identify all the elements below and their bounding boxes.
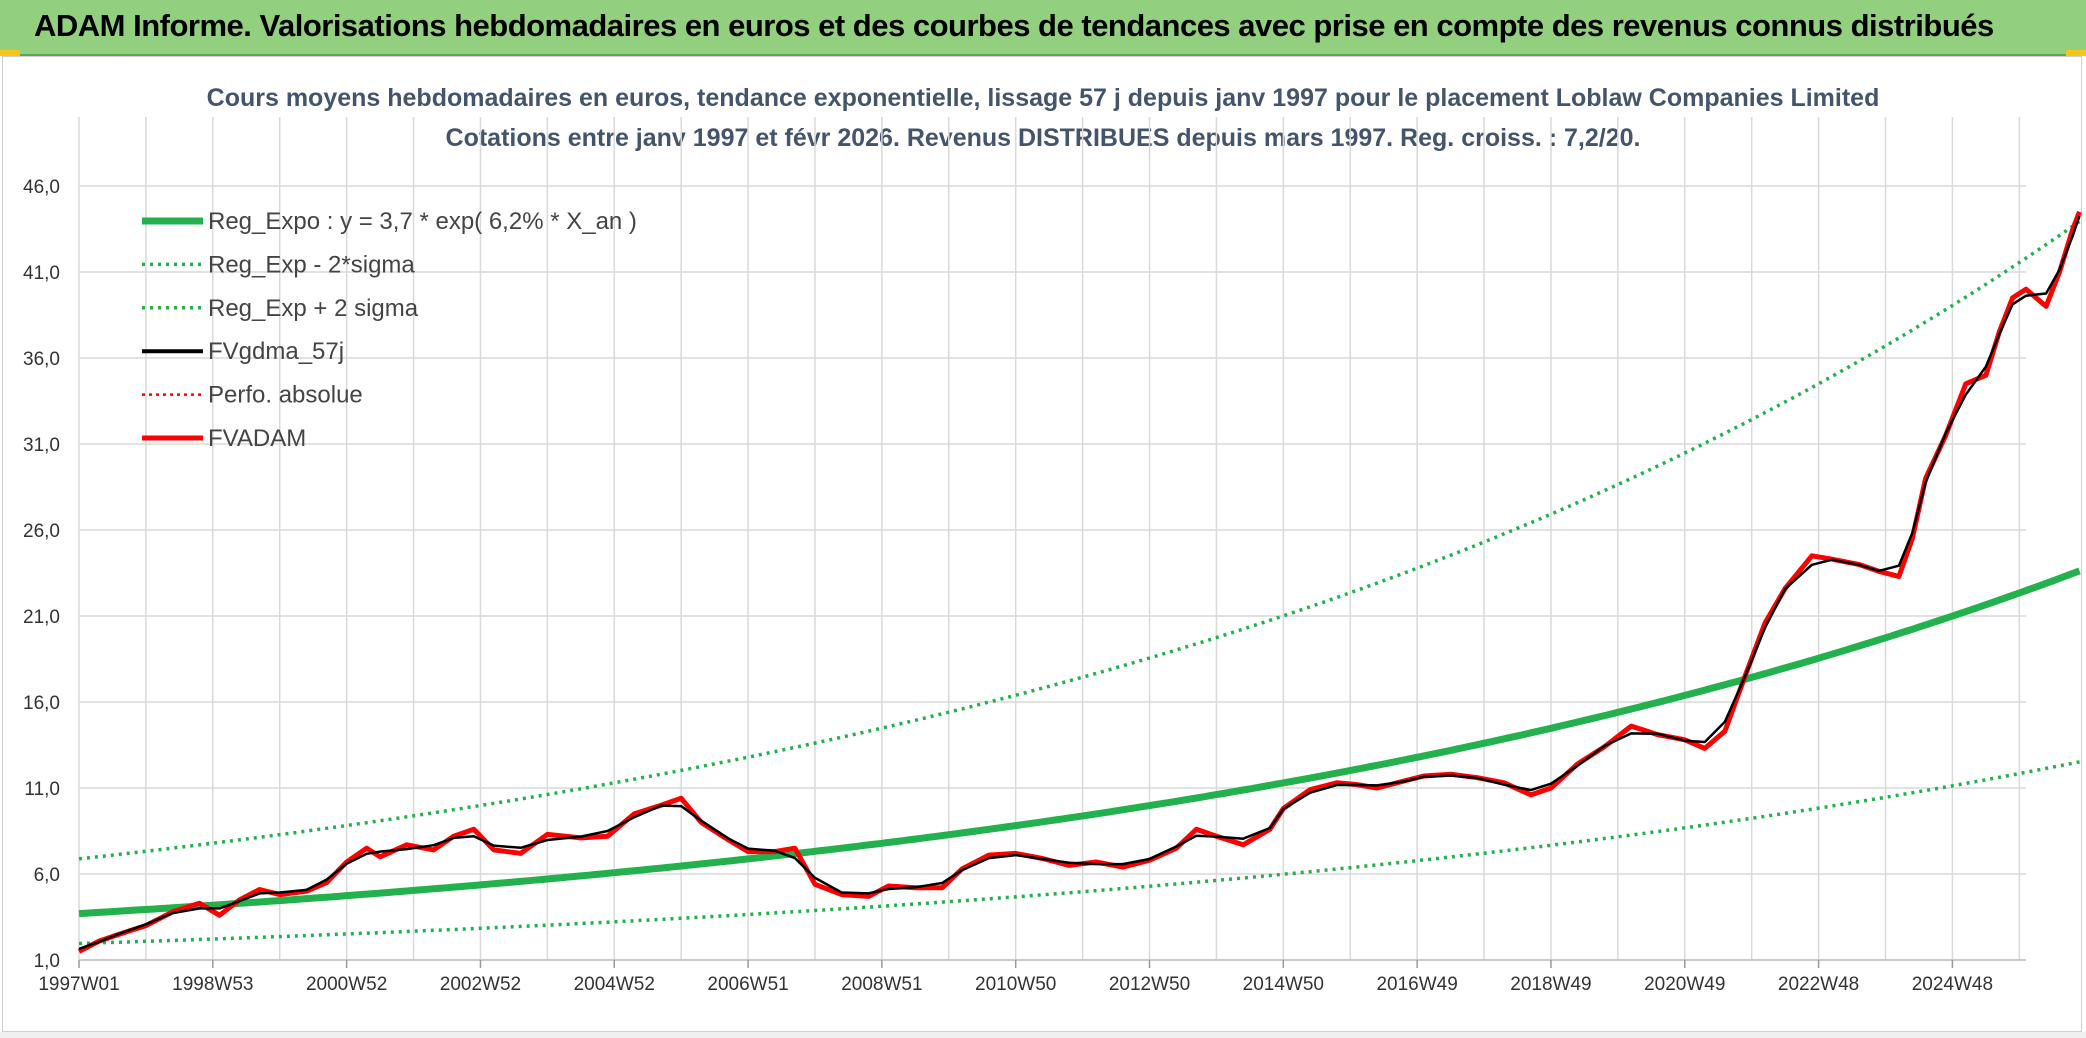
x-tick-label: 2012W50: [1109, 974, 1190, 995]
x-tick-label: 2018W49: [1510, 974, 1591, 995]
x-tick-label: 2006W51: [707, 974, 788, 995]
header-corner-right: [2066, 50, 2086, 56]
y-tick-label: 16,0: [23, 693, 60, 714]
y-tick-label: 21,0: [23, 607, 60, 628]
y-tick-label: 6,0: [34, 865, 60, 886]
reg-minus-2sigma-line: [78, 760, 2080, 946]
chart-title: Cours moyens hebdomadaires en euros, ten…: [206, 84, 1880, 112]
x-tick-label: 2014W50: [1243, 974, 1324, 995]
y-tick-label: 31,0: [23, 435, 60, 456]
x-tick-label: 1997W01: [38, 974, 119, 995]
chart-frame: [2, 56, 2082, 1032]
chart-subtitle: Cotations entre janv 1997 et févr 2026. …: [445, 124, 1641, 152]
bottom-bar: [0, 1032, 2086, 1038]
x-tick-label: 2000W52: [306, 974, 387, 995]
x-tick-label: 2004W52: [574, 974, 655, 995]
y-tick-label: 11,0: [24, 779, 60, 800]
legend-perfo-absolue-label: Perfo. absolue: [208, 382, 363, 409]
x-tick-label: 2016W49: [1376, 974, 1457, 995]
x-tick-label: 1998W53: [172, 974, 253, 995]
legend-fvgdma-label: FVgdma_57j: [208, 338, 344, 365]
x-tick-label: 2024W48: [1912, 974, 1993, 995]
legend-reg-plus-2sigma-label: Reg_Exp + 2 sigma: [208, 295, 419, 322]
legend-reg-expo-label: Reg_Expo : y = 3,7 * exp( 6,2% * X_an ): [208, 208, 637, 235]
header-bar: ADAM Informe. Valorisations hebdomadaire…: [0, 0, 2086, 56]
reg-plus-2sigma-line: [78, 220, 2081, 861]
x-tick-label: 2008W51: [841, 974, 922, 995]
x-tick-label: 2020W49: [1644, 974, 1725, 995]
legend-fvadam-label: FVADAM: [208, 425, 306, 452]
y-tick-label: 26,0: [23, 521, 60, 542]
y-tick-label: 46,0: [23, 177, 60, 198]
y-tick-label: 1,0: [34, 951, 60, 972]
y-tick-label: 36,0: [23, 349, 60, 370]
y-tick-label: 41,0: [23, 263, 60, 284]
header-corner-left: [0, 50, 20, 56]
fvadam-line: [77, 210, 2082, 954]
legend-reg-minus-2sigma-label: Reg_Exp - 2*sigma: [208, 251, 415, 278]
fvgdma-line: [78, 215, 2081, 950]
x-tick-label: 2010W50: [975, 974, 1056, 995]
x-tick-label: 2002W52: [440, 974, 521, 995]
page-title: ADAM Informe. Valorisations hebdomadaire…: [34, 8, 1994, 43]
x-tick-label: 2022W48: [1778, 974, 1859, 995]
